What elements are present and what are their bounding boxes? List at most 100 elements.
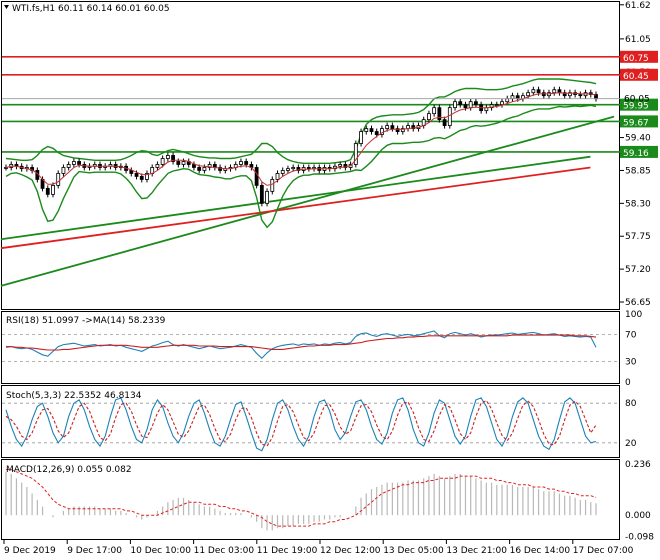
candle[interactable] (567, 92, 572, 97)
candle[interactable] (77, 161, 81, 165)
price-tick-label: 58.30 (625, 199, 651, 209)
candle[interactable] (447, 107, 452, 126)
candle[interactable] (468, 101, 473, 109)
candle[interactable] (505, 98, 510, 103)
candle[interactable] (500, 101, 504, 106)
macd-tick-label: 0.236 (625, 460, 651, 470)
candle[interactable] (510, 95, 515, 100)
candle[interactable] (134, 173, 139, 177)
candle[interactable] (286, 168, 290, 171)
candle[interactable] (427, 113, 431, 121)
candle[interactable] (364, 128, 369, 132)
candle[interactable] (192, 164, 196, 168)
candle[interactable] (165, 155, 170, 159)
time-tick-label: 10 Dec 10:00 (130, 546, 191, 556)
candle[interactable] (207, 164, 212, 168)
candle[interactable] (306, 167, 311, 170)
candle[interactable] (390, 125, 395, 129)
macd-tick-label: 0.000 (625, 511, 651, 521)
candle[interactable] (395, 128, 400, 132)
candle[interactable] (552, 89, 557, 94)
symbol-dropdown-icon[interactable] (4, 5, 9, 9)
candle[interactable] (145, 173, 149, 180)
candle[interactable] (515, 95, 520, 100)
candle[interactable] (51, 185, 55, 195)
candle[interactable] (291, 167, 296, 170)
candle[interactable] (374, 131, 379, 135)
candle[interactable] (61, 167, 66, 174)
candle[interactable] (280, 170, 285, 174)
price-tick-label: 56.65 (625, 298, 651, 308)
macd-signal-line (6, 469, 597, 527)
candle[interactable] (275, 173, 280, 180)
candle[interactable] (71, 161, 76, 165)
candle[interactable] (176, 161, 181, 165)
candle[interactable] (578, 94, 583, 97)
macd-panel[interactable] (1, 459, 620, 540)
candle[interactable] (139, 176, 144, 180)
candle[interactable] (197, 167, 202, 171)
macd-tick-label: -0.098 (625, 532, 654, 542)
candle[interactable] (45, 187, 50, 195)
stoch-tick-label: 20 (625, 439, 637, 449)
candle[interactable] (359, 131, 363, 144)
price-tick-label: 57.20 (625, 265, 651, 275)
moving-average-line (5, 92, 597, 186)
time-tick-label: 16 Dec 14:00 (510, 546, 571, 556)
candle[interactable] (270, 179, 275, 192)
candle[interactable] (453, 101, 457, 109)
candle[interactable] (531, 89, 536, 94)
price-tick-label: 57.75 (625, 232, 651, 242)
level-price-label: 59.67 (623, 118, 649, 128)
candle[interactable] (254, 167, 259, 186)
stoch-series-line (5, 397, 597, 452)
level-price-label: 59.16 (623, 149, 649, 159)
candle[interactable] (181, 161, 186, 165)
level-price-box (620, 115, 658, 128)
time-tick-label: 11 Dec 03:00 (194, 546, 255, 556)
candle[interactable] (489, 104, 494, 109)
trendline[interactable] (0, 115, 615, 287)
candle[interactable] (385, 125, 390, 129)
candle[interactable] (218, 167, 222, 171)
candle[interactable] (239, 161, 243, 165)
candle[interactable] (338, 164, 343, 167)
rsi-tick-label: 30 (625, 358, 637, 368)
price-tick-label: 58.85 (625, 166, 651, 176)
candle[interactable] (474, 101, 478, 106)
candle[interactable] (343, 164, 348, 168)
candle[interactable] (463, 104, 468, 109)
candle[interactable] (400, 128, 405, 132)
candle[interactable] (432, 107, 437, 115)
trendline[interactable] (0, 166, 591, 250)
trendline[interactable] (0, 155, 591, 241)
candle[interactable] (56, 173, 61, 186)
rsi-tick-label: 70 (625, 330, 637, 340)
candle[interactable] (296, 167, 301, 171)
candle[interactable] (526, 92, 531, 97)
candle[interactable] (265, 190, 269, 204)
bollinger-lower-band (5, 104, 597, 229)
candle[interactable] (66, 164, 71, 168)
rsi-panel[interactable] (1, 311, 620, 384)
candle[interactable] (562, 92, 567, 97)
rsi-tick-label: 0 (625, 378, 631, 388)
candle[interactable] (411, 125, 416, 129)
time-tick-label: 13 Dec 21:00 (446, 546, 507, 556)
candle[interactable] (369, 128, 374, 132)
candle[interactable] (458, 101, 463, 106)
candle[interactable] (494, 104, 499, 107)
candle[interactable] (155, 164, 160, 168)
time-tick-label: 13 Dec 05:00 (383, 546, 444, 556)
candle[interactable] (437, 107, 442, 121)
candle[interactable] (202, 167, 207, 171)
candle[interactable] (442, 119, 447, 126)
price-panel[interactable] (1, 1, 620, 310)
candle[interactable] (244, 161, 249, 165)
candle[interactable] (160, 158, 165, 165)
candle[interactable] (259, 185, 264, 204)
candle[interactable] (536, 89, 541, 94)
candle[interactable] (353, 143, 358, 165)
candle[interactable] (171, 155, 175, 162)
